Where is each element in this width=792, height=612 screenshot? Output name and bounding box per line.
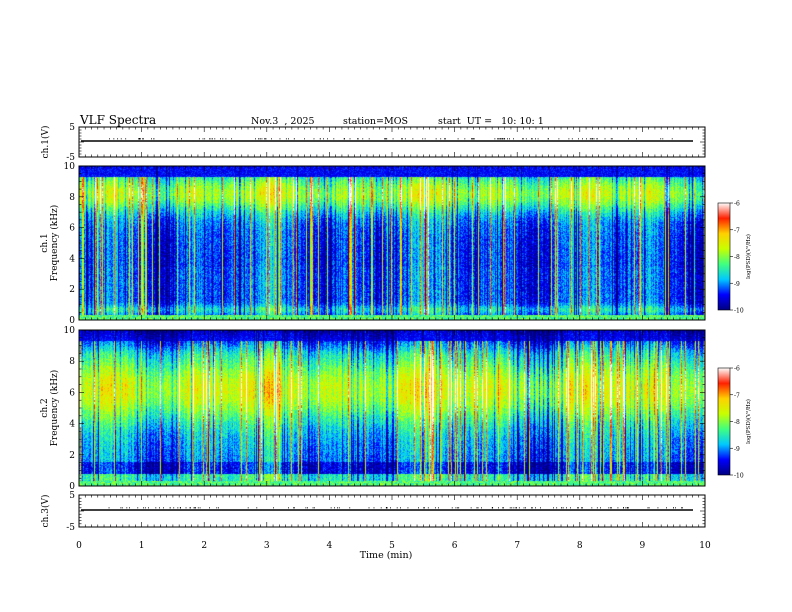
colorbar-tick-label: -9 <box>734 446 740 453</box>
y-tick-label: 2 <box>69 285 75 295</box>
x-tick-label: 2 <box>201 541 207 551</box>
y-axis-label: Frequency (kHz) <box>49 370 60 447</box>
y-tick-label: 6 <box>69 224 75 234</box>
y-axis-label: Frequency (kHz) <box>49 205 60 282</box>
colorbar-label: log(PSD)(V²/Hz) <box>745 234 752 279</box>
y-tick-label: 5 <box>69 491 75 501</box>
x-tick-label: 0 <box>76 541 82 551</box>
colorbar-tick-label: -10 <box>734 473 744 480</box>
colorbar-tick-label: -10 <box>734 308 744 315</box>
x-tick-label: 9 <box>640 541 646 551</box>
start-time-label: start UT = 10: 10: 1 <box>438 116 544 127</box>
ch1-spectrogram-image <box>79 166 705 320</box>
x-tick-label: 10 <box>699 541 711 551</box>
x-tick-label: 7 <box>514 541 520 551</box>
colorbar-tick-label: -8 <box>734 419 740 426</box>
x-tick-label: 3 <box>264 541 270 551</box>
y-axis-label: ch.2 <box>40 398 50 417</box>
y-tick-label: 4 <box>69 420 75 430</box>
x-tick-label: 5 <box>389 541 395 551</box>
date-label: Nov.3 , 2025 <box>251 116 315 127</box>
colorbar-tick-label: -9 <box>734 281 740 288</box>
y-axis-label: ch.3(V) <box>40 495 51 528</box>
x-axis-label: Time (min) <box>360 550 413 561</box>
colorbar-label: log(PSD)(V²/Hz) <box>745 399 752 444</box>
colorbar-tick-label: -8 <box>734 254 740 261</box>
colorbar-tick-label: -7 <box>734 227 740 234</box>
ch2-spectrogram-image <box>79 330 705 486</box>
x-tick-label: 4 <box>327 541 333 551</box>
y-tick-label: 8 <box>69 193 75 203</box>
colorbar-1 <box>717 202 731 311</box>
y-axis-label: ch.1 <box>40 233 50 252</box>
y-axis-label: ch.1(V) <box>40 126 51 159</box>
x-tick-label: 8 <box>577 541 583 551</box>
colorbar-2 <box>717 367 731 476</box>
station-label: station=MOS <box>343 116 409 127</box>
y-tick-label: 10 <box>64 326 76 336</box>
y-tick-label: 0 <box>69 316 75 326</box>
y-tick-label: -5 <box>66 153 75 163</box>
x-tick-label: 1 <box>139 541 145 551</box>
x-tick-label: 6 <box>452 541 458 551</box>
y-tick-label: 10 <box>64 162 76 172</box>
y-tick-label: 5 <box>69 123 75 133</box>
colorbar-tick-label: -7 <box>734 392 740 399</box>
y-tick-label: 6 <box>69 388 75 398</box>
y-tick-label: 2 <box>69 451 75 461</box>
colorbar-tick-label: -6 <box>734 366 740 373</box>
colorbar-tick-label: -6 <box>734 201 740 208</box>
y-tick-label: 4 <box>69 254 75 264</box>
y-tick-label: 8 <box>69 357 75 367</box>
figure-title: VLF Spectra <box>80 113 157 127</box>
y-tick-label: -5 <box>66 523 75 533</box>
y-tick-label: 0 <box>69 482 75 492</box>
